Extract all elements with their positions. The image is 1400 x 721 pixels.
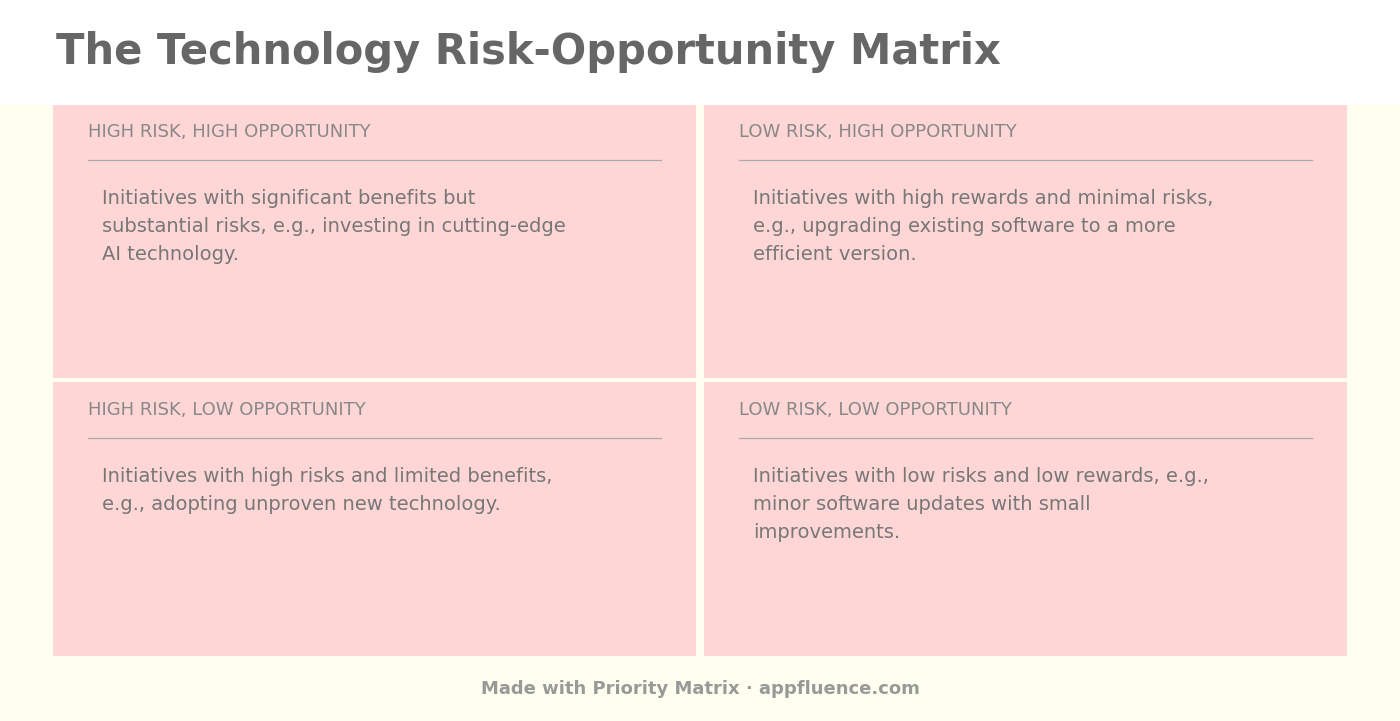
FancyBboxPatch shape	[53, 105, 696, 378]
Text: The Technology Risk-Opportunity Matrix: The Technology Risk-Opportunity Matrix	[56, 31, 1001, 74]
Text: LOW RISK, HIGH OPPORTUNITY: LOW RISK, HIGH OPPORTUNITY	[739, 123, 1016, 141]
FancyBboxPatch shape	[53, 382, 696, 656]
Text: Initiatives with low risks and low rewards, e.g.,
minor software updates with sm: Initiatives with low risks and low rewar…	[753, 467, 1210, 542]
Text: Made with Priority Matrix · appfluence.com: Made with Priority Matrix · appfluence.c…	[480, 680, 920, 697]
Text: Initiatives with high rewards and minimal risks,
e.g., upgrading existing softwa: Initiatives with high rewards and minima…	[753, 189, 1214, 264]
Text: HIGH RISK, LOW OPPORTUNITY: HIGH RISK, LOW OPPORTUNITY	[88, 400, 365, 418]
Text: Initiatives with significant benefits but
substantial risks, e.g., investing in : Initiatives with significant benefits bu…	[102, 189, 566, 264]
FancyBboxPatch shape	[704, 105, 1347, 378]
FancyBboxPatch shape	[0, 0, 1400, 105]
Text: Initiatives with high risks and limited benefits,
e.g., adopting unproven new te: Initiatives with high risks and limited …	[102, 467, 553, 514]
Text: LOW RISK, LOW OPPORTUNITY: LOW RISK, LOW OPPORTUNITY	[739, 400, 1012, 418]
Text: HIGH RISK, HIGH OPPORTUNITY: HIGH RISK, HIGH OPPORTUNITY	[88, 123, 371, 141]
FancyBboxPatch shape	[704, 382, 1347, 656]
